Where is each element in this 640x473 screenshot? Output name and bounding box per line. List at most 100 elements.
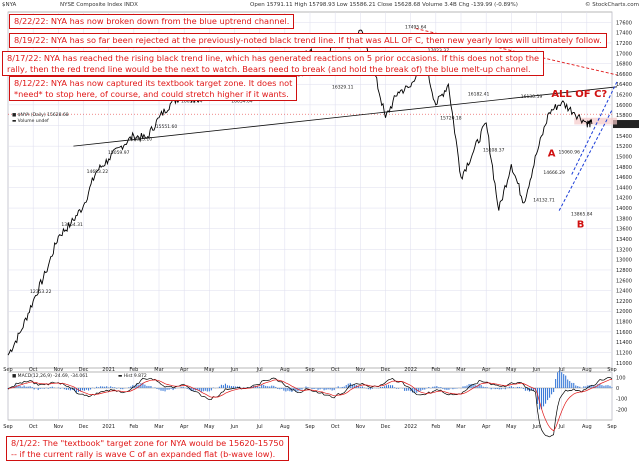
black-trendline — [73, 86, 618, 147]
price-label: 16054.04 — [231, 98, 253, 104]
price-label: 16059.44 — [181, 98, 203, 104]
blue-channel-upper — [571, 81, 618, 175]
y-tick-label: 14000 — [616, 206, 632, 212]
quote-label: Open 15791.11 High 15798.93 Low 15586.21… — [250, 2, 518, 8]
wave-b-label: B — [577, 220, 585, 231]
y-tick-label: 15000 — [616, 154, 632, 160]
y-tick-label: 11800 — [616, 320, 632, 326]
y-tick-label: 14600 — [616, 175, 632, 181]
source-label: © StockCharts.com — [585, 2, 639, 8]
x-tick-label: Aug — [582, 367, 592, 373]
x-tick-label: 2021 — [102, 424, 115, 430]
y-tick-label: 16600 — [616, 72, 632, 78]
annotation-line: *need* to stop here, of course, and coul… — [14, 88, 289, 99]
y-tick-label: 11400 — [616, 340, 632, 346]
price-label: 14683.22 — [87, 169, 109, 175]
price-label: 15059.97 — [108, 150, 130, 156]
x-tick-label: Sep — [607, 424, 616, 430]
x-tick-label: Mar — [456, 367, 466, 373]
target-zone — [574, 117, 618, 125]
x-tick-label: Jul — [256, 367, 263, 373]
x-tick-label: Sep — [607, 367, 616, 373]
y-tick-label: 17400 — [616, 31, 632, 37]
x-tick-label: Nov — [355, 424, 365, 430]
y-tick-label: 13000 — [616, 258, 632, 264]
y-tick-label: 15800 — [616, 113, 632, 119]
x-tick-label: Oct — [331, 424, 340, 430]
x-tick-label: Mar — [456, 424, 466, 430]
x-tick-label: May — [506, 367, 516, 373]
annotation-box: 8/1/22: The "textbook" target zone for N… — [6, 436, 289, 461]
x-tick-label: 2021 — [102, 367, 115, 373]
x-tick-label: Dec — [381, 424, 391, 430]
x-tick-label: Dec — [79, 367, 89, 373]
annotation-line: 8/17/22: NYA has reached the rising blac… — [7, 53, 540, 63]
x-tick-label: Apr — [180, 424, 190, 430]
x-tick-label: May — [506, 424, 516, 430]
x-tick-label: Sep — [3, 367, 12, 373]
x-tick-label: May — [204, 367, 214, 373]
macd-tick-label: 100 — [616, 375, 626, 381]
x-tick-label: Nov — [53, 367, 63, 373]
annotation-line: -- if the current rally is wave C of an … — [11, 448, 276, 459]
x-tick-label: Sep — [3, 424, 12, 430]
y-tick-label: 14400 — [616, 185, 632, 191]
exchange-label: NYSE Composite Index INDX — [60, 2, 138, 8]
y-tick-label: 16400 — [616, 82, 632, 88]
y-tick-label: 15200 — [616, 144, 632, 150]
macd-hist-legend: ▬ Hist 9.872 — [118, 373, 147, 379]
x-tick-label: Oct — [331, 367, 340, 373]
x-tick-label: Oct — [29, 367, 38, 373]
x-tick-label: Jul — [558, 367, 565, 373]
x-tick-label: Feb — [129, 367, 138, 373]
y-tick-label: 17200 — [616, 41, 632, 47]
macd-legend: ■ MACD(12,26,9) -24.69, -34.061 — [12, 373, 88, 379]
y-tick-label: 13200 — [616, 247, 632, 253]
volume-legend: ▬ Volume undef — [12, 118, 49, 124]
x-tick-label: Feb — [129, 424, 138, 430]
x-tick-label: Mar — [154, 424, 164, 430]
x-tick-label: Apr — [482, 424, 492, 430]
symbol-label: $NYA — [2, 2, 17, 8]
price-label: 14666.29 — [543, 170, 565, 176]
annotation-line: 8/22/22: NYA has now broken down from th… — [14, 16, 290, 26]
macd-tick-label: 0 — [616, 386, 619, 392]
blue-channel-lower — [558, 109, 613, 211]
price-legend: ■ $NYA (Daily) 15628.68 — [12, 112, 69, 118]
x-tick-label: Feb — [431, 367, 440, 373]
price-label: 15313.10 — [131, 136, 153, 142]
y-tick-label: 11200 — [616, 351, 632, 357]
y-tick-label: 13800 — [616, 216, 632, 222]
x-tick-label: Jul — [558, 424, 565, 430]
all-of-c-label: ALL OF C? — [551, 89, 607, 100]
x-tick-label: Jul — [256, 424, 263, 430]
price-label: 15108.37 — [483, 147, 505, 153]
x-tick-label: 2022 — [404, 367, 417, 373]
price-label: 14132.71 — [533, 197, 555, 203]
y-tick-label: 11600 — [616, 330, 632, 336]
x-tick-label: Feb — [431, 424, 440, 430]
price-label: 12353.22 — [30, 289, 52, 295]
y-tick-label: 12600 — [616, 278, 632, 284]
annotation-line: 8/12/22: NYA has now captured its textbo… — [14, 78, 293, 88]
price-label: 13865.84 — [571, 211, 593, 217]
price-label: 15060.96 — [558, 149, 580, 155]
annotation-line: 8/19/22: NYA has so far been rejected at… — [14, 35, 602, 45]
x-tick-label: Sep — [305, 424, 314, 430]
x-tick-label: Nov — [355, 367, 365, 373]
x-tick-label: Sep — [305, 367, 314, 373]
annotation-box: 8/12/22: NYA has now captured its textbo… — [9, 76, 298, 101]
annotation-line: 8/1/22: The "textbook" target zone for N… — [11, 438, 284, 448]
y-tick-label: 17000 — [616, 51, 632, 57]
x-tick-label: Nov — [53, 424, 63, 430]
x-tick-label: Aug — [280, 367, 290, 373]
y-tick-label: 13600 — [616, 227, 632, 233]
macd-tick-label: -200 — [616, 407, 627, 413]
y-tick-label: 12800 — [616, 268, 632, 274]
x-tick-label: May — [204, 424, 214, 430]
y-tick-label: 12000 — [616, 309, 632, 315]
x-tick-label: Jun — [532, 367, 541, 373]
y-tick-label: 17600 — [616, 20, 632, 26]
x-tick-label: 2022 — [404, 424, 417, 430]
x-tick-label: Mar — [154, 367, 164, 373]
